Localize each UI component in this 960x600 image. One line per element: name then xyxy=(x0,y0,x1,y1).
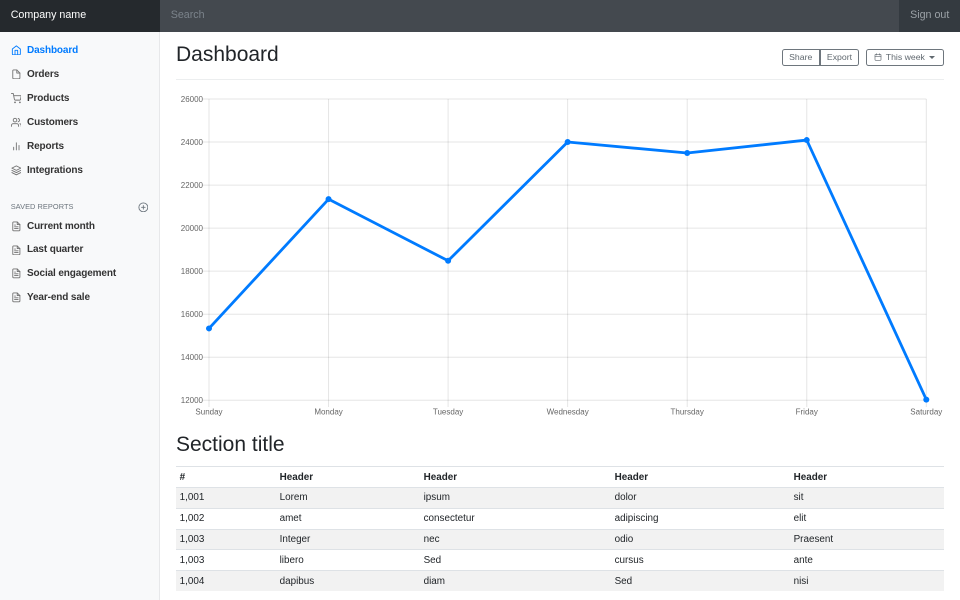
svg-text:Friday: Friday xyxy=(796,407,818,416)
svg-text:Saturday: Saturday xyxy=(910,407,942,416)
svg-text:Wednesday: Wednesday xyxy=(547,407,589,416)
svg-text:24000: 24000 xyxy=(181,138,204,147)
svg-text:26000: 26000 xyxy=(181,95,204,104)
svg-text:22000: 22000 xyxy=(181,181,204,190)
svg-text:Tuesday: Tuesday xyxy=(433,407,463,416)
svg-text:14000: 14000 xyxy=(181,353,204,362)
svg-text:18000: 18000 xyxy=(181,267,204,276)
svg-text:16000: 16000 xyxy=(181,310,204,319)
svg-text:20000: 20000 xyxy=(181,224,204,233)
svg-text:Thursday: Thursday xyxy=(671,407,704,416)
svg-text:Sunday: Sunday xyxy=(195,407,222,416)
svg-text:12000: 12000 xyxy=(181,396,204,405)
svg-text:Monday: Monday xyxy=(314,407,342,416)
